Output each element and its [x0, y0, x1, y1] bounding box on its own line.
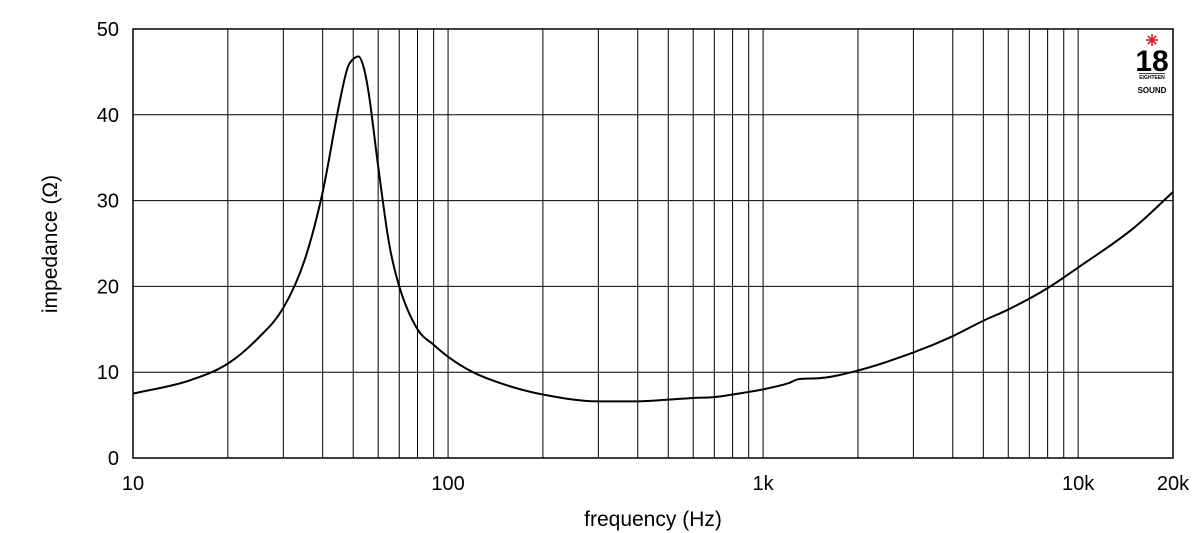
x-tick-label: 20k [1157, 473, 1190, 495]
y-tick-label: 10 [97, 362, 119, 384]
y-tick-label: 30 [97, 191, 119, 213]
brand-logo: 18 EIGHTEEN SOUND [1135, 34, 1169, 95]
plot-frame [132, 28, 1174, 459]
y-tick-label: 50 [97, 19, 119, 41]
x-tick-label: 10 [122, 473, 144, 495]
x-tick-label: 1k [753, 473, 775, 495]
y-tick-label: 0 [108, 448, 119, 470]
impedance-curve [132, 55, 1174, 403]
x-axis-title: frequency (Hz) [584, 508, 722, 531]
vertical-gridlines [227, 29, 1079, 458]
y-axis-title: impedance (Ω) [39, 175, 62, 313]
x-tick-label: 100 [431, 473, 464, 495]
y-tick-label: 20 [97, 276, 119, 298]
star-icon [1146, 34, 1158, 46]
logo-number: 18 [1135, 45, 1168, 78]
logo-bottom-text: SOUND [1138, 86, 1167, 95]
logo-top-text: EIGHTEEN [1139, 75, 1165, 81]
horizontal-gridlines [133, 114, 1173, 373]
x-tick-label: 10k [1062, 473, 1095, 495]
y-tick-label: 40 [97, 105, 119, 127]
x-tick-labels: 10 100 1k 10k 20k [122, 473, 1190, 495]
y-tick-labels: 0 10 20 30 40 50 [97, 19, 119, 470]
